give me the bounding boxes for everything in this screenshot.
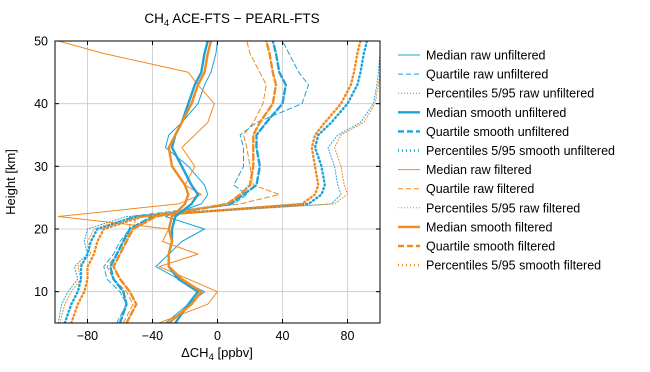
y-axis-label: Height [km] [3,149,18,215]
series-line-median-smooth-filtered [167,41,213,323]
chart-title-rest: ACE-FTS − PEARL-FTS [169,11,319,26]
series-line-quartile-smooth-filtered [112,41,278,323]
x-axis-label-main: ΔCH [181,345,208,360]
legend-label-quartile-raw-unfiltered: Quartile raw unfiltered [426,68,548,82]
chart-title-main: CH [144,11,164,26]
series-line-percentiles-5-95-smooth-unfiltered [63,41,369,323]
series-line-quartile-raw-filtered [106,41,280,323]
x-axis-label-subscript: 4 [209,352,214,363]
series-line-percentiles-5-95-raw-unfiltered [57,41,380,323]
series-line-median-smooth-unfiltered [167,41,210,323]
grid-lines [55,40,380,323]
series-line-percentiles-5-95-raw-filtered [59,41,380,323]
chart-title: CH4 ACE-FTS − PEARL-FTS [144,11,319,29]
x-axis-label-rest: [ppbv] [214,345,253,360]
legend-label-percentiles-5-95-smooth-unfiltered: Percentiles 5/95 smooth unfiltered [426,144,615,158]
y-tick-label: 20 [34,223,48,237]
legend-label-percentiles-5-95-raw-filtered: Percentiles 5/95 raw filtered [426,201,580,215]
x-tick-label: 0 [214,329,221,343]
x-tick-label: 40 [276,329,290,343]
legend-label-median-smooth-unfiltered: Median smooth unfiltered [426,106,566,120]
legend-label-median-smooth-filtered: Median smooth filtered [426,220,553,234]
series-line-median-raw-filtered [57,41,218,323]
x-tick-label: 80 [341,329,355,343]
legend-label-percentiles-5-95-smooth-filtered: Percentiles 5/95 smooth filtered [426,259,601,273]
x-tick-label: −40 [142,329,163,343]
y-tick-label: 50 [34,35,48,49]
series-line-percentiles-5-95-smooth-filtered [70,41,362,323]
axis-ticks: −80 −40 0 40 80 10 20 30 40 50 [34,35,380,343]
legend-label-median-raw-unfiltered: Median raw unfiltered [426,49,546,63]
x-tick-label: −80 [77,329,98,343]
legend-label-quartile-raw-filtered: Quartile raw filtered [426,182,534,196]
y-tick-label: 40 [34,97,48,111]
series-line-quartile-smooth-unfiltered [109,41,287,323]
series-line-quartile-raw-unfiltered [103,41,309,323]
chart-title-subscript: 4 [164,18,169,29]
y-tick-label: 30 [34,160,48,174]
legend-label-quartile-smooth-unfiltered: Quartile smooth unfiltered [426,125,569,139]
series-line-median-raw-unfiltered [155,41,218,323]
series-layer [57,41,380,323]
legend-label-median-raw-filtered: Median raw filtered [426,163,532,177]
legend: Median raw unfiltered Quartile raw unfilt… [398,49,615,273]
y-tick-label: 10 [34,285,48,299]
x-axis-label: ΔCH4 [ppbv] [181,345,253,363]
legend-label-quartile-smooth-filtered: Quartile smooth filtered [426,240,555,254]
legend-label-percentiles-5-95-raw-unfiltered: Percentiles 5/95 raw unfiltered [426,87,594,101]
